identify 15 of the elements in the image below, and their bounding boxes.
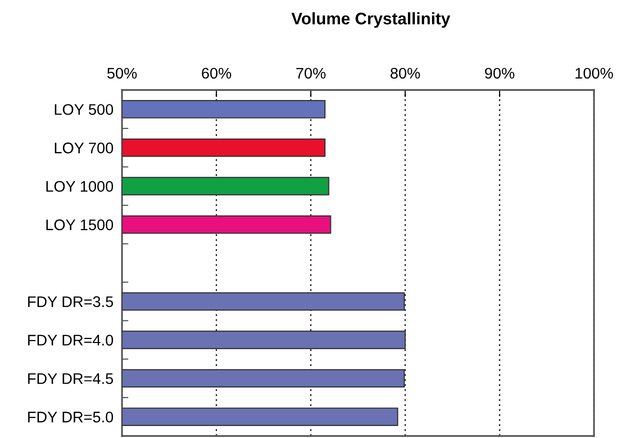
x-tick-label: 100%	[576, 68, 613, 79]
y-tick-label: FDY DR=3.5	[28, 296, 114, 308]
y-tick-label: LOY 500	[54, 104, 114, 115]
chart-title: Volume Crystallinity	[291, 12, 450, 28]
x-tick-label: 50%	[107, 68, 137, 79]
y-tick-label: LOY 700	[54, 142, 114, 154]
y-tick-label: FDY DR=4.0	[28, 334, 114, 346]
x-tick-label: 60%	[202, 68, 232, 79]
x-tick-label: 80%	[390, 68, 420, 79]
y-tick-label: LOY 1000	[46, 180, 114, 192]
x-tick-label: 70%	[296, 68, 326, 79]
y-tick-label: LOY 1500	[46, 219, 114, 230]
y-tick-label: FDY DR=5.0	[28, 412, 114, 422]
y-tick-label: FDY DR=4.5	[28, 373, 114, 384]
x-tick-label: 90%	[485, 68, 514, 79]
